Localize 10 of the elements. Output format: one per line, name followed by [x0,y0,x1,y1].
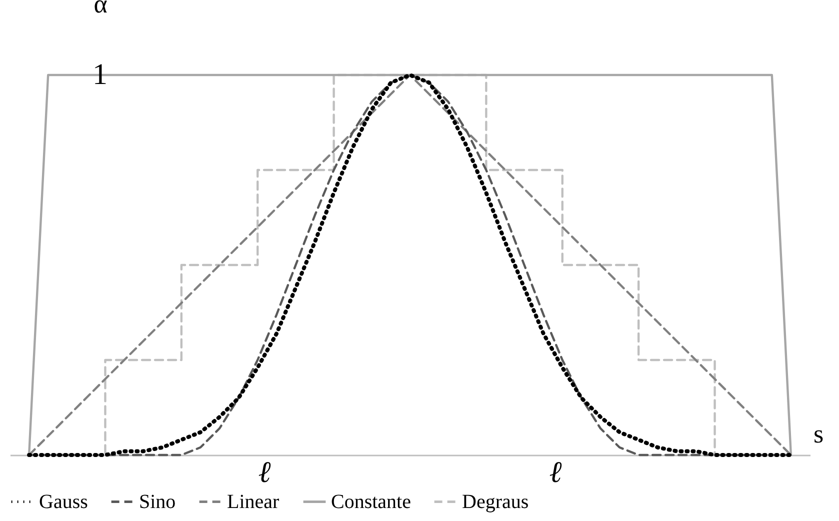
legend-label: Degraus [462,490,529,513]
annotation: 1 [92,58,108,91]
text: ℓ [258,456,272,489]
x-axis-title: s [813,420,824,448]
legend-label: Gauss [39,490,88,513]
legend-label: Sino [139,490,176,513]
y-axis-title: α [94,0,108,18]
legend-label: Linear [227,490,280,513]
text: ℓ [549,456,562,489]
legend-label: Constante [331,490,412,513]
